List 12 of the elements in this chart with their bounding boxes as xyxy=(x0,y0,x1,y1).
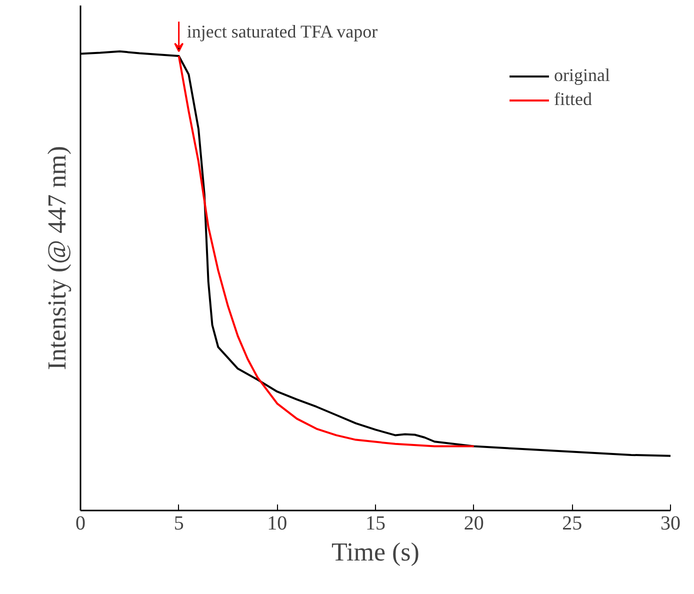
x-axis-title: Time (s) xyxy=(332,538,420,566)
x-tick-label: 5 xyxy=(174,512,184,534)
x-tick-label: 10 xyxy=(267,512,288,534)
x-tick-label: 0 xyxy=(76,512,86,534)
x-tick-label: 20 xyxy=(464,512,484,534)
x-tick-label: 30 xyxy=(660,512,680,534)
annotation: inject saturated TFA vapor xyxy=(186,22,378,42)
legend-label: fitted xyxy=(554,89,592,110)
x-tick-label: 25 xyxy=(562,512,582,534)
x-tick-label: 15 xyxy=(366,512,386,534)
legend-label: original xyxy=(554,65,610,86)
y-axis-title: Intensity (@ 447 nm) xyxy=(42,146,72,370)
